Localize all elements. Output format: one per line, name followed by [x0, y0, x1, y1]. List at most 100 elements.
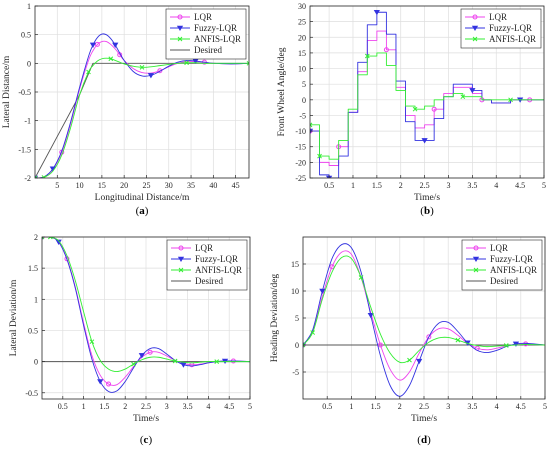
data-point-fuzzy-lqr [180, 362, 187, 368]
y-tick-label: 20 [298, 33, 306, 42]
data-point-fuzzy-lqr [112, 42, 119, 48]
data-point-lqr [147, 349, 153, 355]
x-tick-label: 1 [349, 402, 353, 411]
x-tick-label: 3.5 [467, 402, 477, 411]
series-fuzzy-lqr-line [35, 33, 249, 178]
x-tick-label: 2.5 [141, 402, 151, 411]
y-tick-label: 1 [27, 2, 31, 11]
legend-marker [176, 25, 184, 31]
data-point-anfis-lqr [214, 359, 220, 364]
y-tick-label: 0 [27, 59, 31, 68]
x-tick-label: 45 [232, 181, 240, 190]
axes-frame [309, 5, 545, 179]
data-point-anfis-lqr [89, 339, 95, 345]
data-point-anfis-lqr [41, 175, 47, 178]
data-point-anfis-lqr [508, 97, 513, 103]
y-tick-label: 0 [302, 96, 306, 105]
y-tick-label: 5 [302, 80, 306, 89]
y-tick-label: -5 [292, 368, 299, 377]
data-point-anfis-lqr [86, 69, 91, 75]
y-tick-label: 0.5 [21, 31, 31, 40]
legend-marker [472, 14, 478, 20]
legend-label: ANFIS-LQR [194, 34, 241, 44]
x-tick-label: 10 [76, 181, 84, 190]
data-point-anfis-lqr [317, 153, 322, 159]
x-tick-label: 3.5 [467, 181, 477, 190]
x-axis-label: Time/s [414, 193, 440, 203]
y-tick-label: -15 [295, 143, 306, 152]
x-tick-label: 3.5 [183, 402, 193, 411]
legend-label: ANFIS-LQR [195, 265, 242, 275]
series-lqr-line [303, 250, 545, 381]
y-tick-label: 10 [298, 65, 306, 74]
series-group [303, 243, 545, 397]
data-point-lqr [383, 47, 389, 53]
y-tick-label: -0.5 [25, 389, 38, 398]
data-point-fuzzy-lqr [319, 288, 326, 294]
x-tick-label: 15 [98, 181, 106, 190]
y-axis-label: Front Wheel Angle/deg [277, 47, 287, 136]
series-anfis-lqr-line [35, 57, 249, 178]
series-anfis-lqr-line [42, 237, 250, 373]
x-axis-label: Longitudinal Distance/m [95, 193, 190, 203]
data-point-lqr [329, 264, 335, 270]
y-axis-label: Lateral Deviation/m [9, 279, 19, 356]
data-point-fuzzy-lqr [416, 358, 423, 365]
x-tick-label: 1 [82, 402, 86, 411]
y-tick-label: 0 [34, 358, 38, 367]
x-tick-label: 20 [120, 181, 128, 190]
chart-panel-b: 0.5 1 1.5 2 2.5 3 3.5 4 4.5 5 -25 -20 -15 -10 -5 0 5 10 15… [277, 2, 546, 217]
data-point-anfis-lqr [503, 343, 509, 348]
chart-panel-c: 0.5 1 1.5 2 2.5 3 3.5 4 4.5 5 -0.5 0 0.5 1 1.5 2 Time/s L… [9, 233, 252, 446]
x-tick-label: 2 [123, 402, 127, 411]
data-point-fuzzy-lqr [138, 353, 145, 359]
data-point-anfis-lqr [310, 122, 313, 128]
legend-label: LQR [490, 243, 508, 253]
y-tick-label: 0.5 [28, 326, 38, 335]
x-tick-label: 0.5 [58, 402, 68, 411]
data-point-anfis-lqr [407, 357, 412, 363]
x-tick-label: 4.5 [224, 402, 234, 411]
data-point-lqr [94, 41, 100, 47]
y-tick-label: -20 [295, 158, 306, 167]
y-tick-label: -5 [299, 111, 306, 120]
x-tick-label: 2 [398, 402, 402, 411]
x-tick-label: 4 [494, 181, 498, 190]
x-tick-label: 1.5 [372, 181, 382, 190]
legend-marker [472, 256, 480, 262]
data-point-fuzzy-lqr [373, 9, 380, 16]
x-tick-label: 35 [187, 181, 195, 190]
y-tick-label: 10 [291, 287, 299, 296]
x-tick-label: 3 [165, 402, 169, 411]
x-tick-label: 25 [142, 181, 150, 190]
data-point-fuzzy-lqr [97, 379, 104, 385]
x-tick-label: 1.5 [99, 402, 109, 411]
series-desired-line [35, 62, 249, 178]
data-point-fuzzy-lqr [89, 42, 97, 48]
data-point-anfis-lqr [358, 275, 364, 280]
x-tick-label: 30 [165, 181, 173, 190]
y-tick-label: -2 [24, 174, 31, 183]
chart-panel-d: 0.5 1 1.5 2 2.5 3 3.5 4 4.5 5 -5 0 5 10 15 Time/s Headin… [270, 236, 547, 446]
x-tick-label: 4.5 [515, 181, 525, 190]
x-tick-label: 3 [446, 181, 450, 190]
data-point-anfis-lqr [139, 64, 145, 70]
legend-label: LQR [195, 243, 213, 253]
y-tick-label: 5 [295, 314, 299, 323]
data-point-anfis-lqr [172, 358, 178, 364]
data-point-anfis-lqr [303, 342, 306, 348]
y-tick-label: 2 [34, 233, 38, 242]
legend-marker [473, 267, 479, 273]
x-tick-label: 1 [351, 181, 355, 190]
data-point-lqr [426, 334, 432, 340]
legend-label: ANFIS-LQR [489, 34, 536, 44]
series-anfis-lqr-line [303, 255, 545, 364]
legend-marker [177, 14, 183, 20]
data-point-anfis-lqr [108, 56, 114, 62]
x-tick-label: 40 [209, 181, 217, 190]
data-point-fuzzy-lqr [147, 73, 155, 79]
panel-caption: (a) [136, 205, 149, 217]
panel-caption: (d) [417, 434, 431, 446]
